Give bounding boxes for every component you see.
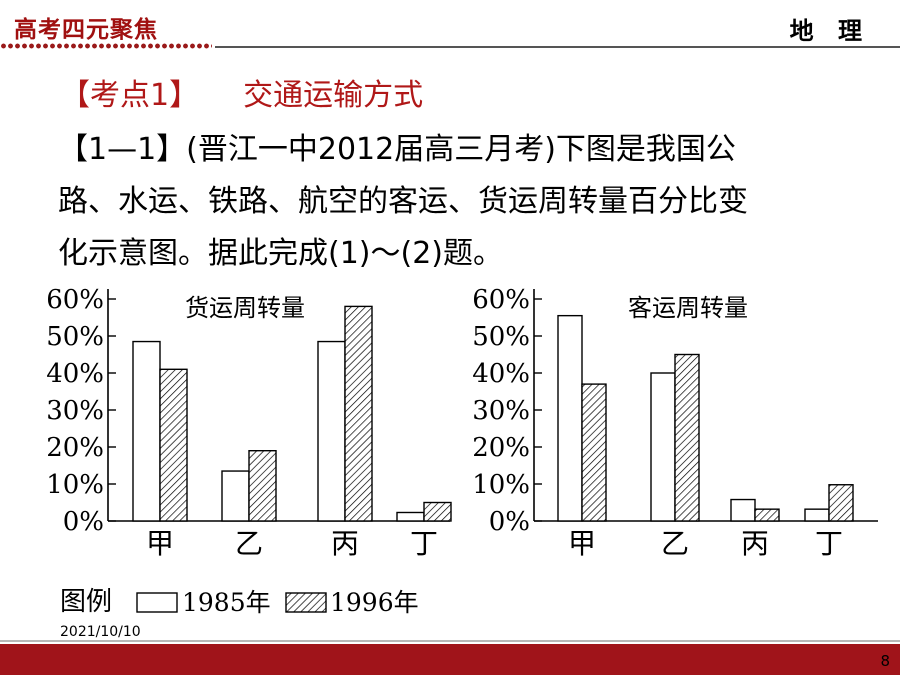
- topic-name: 交通运输方式: [243, 78, 424, 113]
- bar-丁-1996年: [423, 501, 452, 522]
- category-label: 丙: [331, 527, 359, 560]
- y-tick-label: 0%: [63, 507, 104, 537]
- question-line-1: 【1—1】(晋江一中2012届高三月考)下图是我国公: [58, 132, 736, 167]
- bar-乙-1985年: [650, 372, 676, 522]
- legend-swatch-white: [136, 592, 178, 613]
- category-label: 丙: [741, 527, 769, 560]
- bar-甲-1996年: [581, 383, 607, 522]
- category-label: 甲: [146, 527, 174, 560]
- bar-乙-1996年: [674, 353, 700, 522]
- y-tick-label: 50%: [46, 322, 104, 352]
- bar-丙-1996年: [754, 508, 780, 522]
- bar-甲-1985年: [132, 340, 161, 522]
- chart-title: 客运周转量: [628, 294, 748, 322]
- legend-item-label: 1996年: [330, 588, 419, 617]
- y-tick-label: 40%: [46, 359, 104, 389]
- y-tick-label: 50%: [472, 322, 530, 352]
- question-line-3: 化示意图。据此完成(1)～(2)题。: [58, 236, 503, 271]
- y-tick-label: 20%: [46, 433, 104, 463]
- category-label: 乙: [235, 527, 263, 560]
- bar-甲-1996年: [159, 368, 188, 522]
- header-divider: [215, 46, 900, 48]
- chart-title: 货运周转量: [185, 294, 305, 322]
- category-label: 丁: [410, 527, 438, 560]
- header-dots-decoration: [0, 42, 212, 50]
- legend-item-label: 1985年: [182, 588, 271, 617]
- bar-丁-1996年: [828, 484, 854, 522]
- bar-甲-1985年: [557, 314, 583, 522]
- footer-date: 2021/10/10: [60, 624, 141, 640]
- subject-label: 地 理: [789, 17, 870, 45]
- page-number: 8: [880, 652, 890, 670]
- bar-乙-1996年: [248, 450, 277, 522]
- legend-swatch-hatched: [285, 592, 327, 613]
- y-tick-label: 30%: [472, 396, 530, 426]
- y-tick-label: 60%: [46, 285, 104, 315]
- bar-丙-1985年: [317, 340, 346, 522]
- legend-label: 图例: [60, 587, 112, 617]
- category-label: 乙: [661, 527, 689, 560]
- category-label: 丁: [815, 527, 843, 560]
- y-tick-label: 30%: [46, 396, 104, 426]
- header-title: 高考四元聚焦: [14, 17, 158, 43]
- y-tick-label: 10%: [472, 470, 530, 500]
- y-tick-label: 40%: [472, 359, 530, 389]
- category-label: 甲: [568, 527, 596, 560]
- bar-丙-1985年: [730, 498, 756, 522]
- bar-丙-1996年: [344, 305, 373, 522]
- footer-bar: [0, 644, 900, 675]
- bar-乙-1985年: [221, 470, 250, 522]
- question-text: 【1—1】(晋江一中2012届高三月考)下图是我国公 路、水运、铁路、航空的客运…: [58, 124, 878, 280]
- legend: 图例 1985年 1996年: [60, 587, 419, 617]
- footer-rule: [0, 640, 900, 642]
- y-tick-label: 20%: [472, 433, 530, 463]
- y-tick-label: 60%: [472, 285, 530, 315]
- bar-丁-1985年: [396, 511, 425, 522]
- bar-丁-1985年: [804, 508, 830, 522]
- y-tick-label: 10%: [46, 470, 104, 500]
- y-tick-label: 0%: [489, 507, 530, 537]
- topic-bracket: 【考点1】: [60, 78, 200, 113]
- topic-heading: 【考点1】 交通运输方式: [60, 70, 423, 114]
- question-line-2: 路、水运、铁路、航空的客运、货运周转量百分比变: [58, 184, 748, 219]
